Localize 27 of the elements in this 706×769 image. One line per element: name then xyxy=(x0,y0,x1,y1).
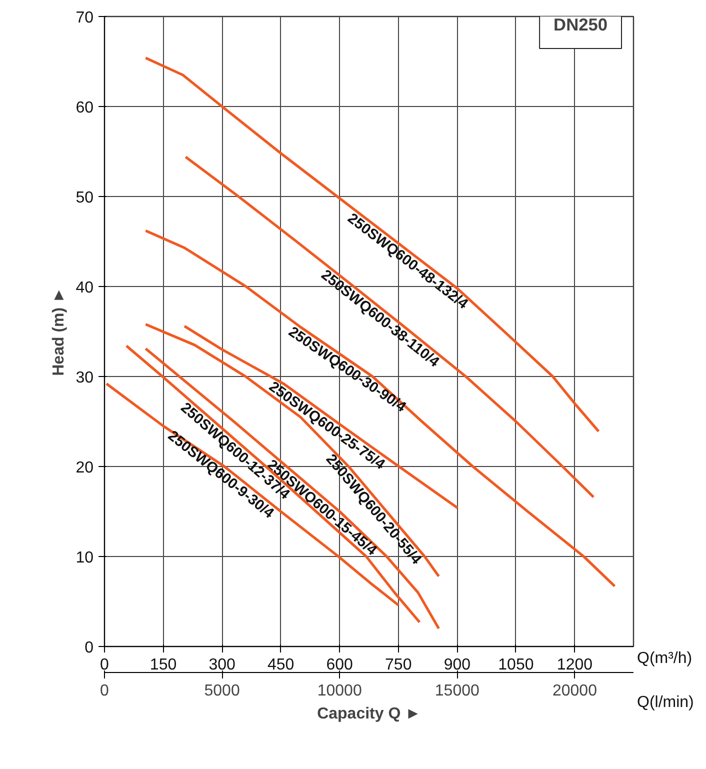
y-tick-label: 70 xyxy=(76,10,94,26)
x-tick-label: 450 xyxy=(267,656,294,674)
chart-title: DN250 xyxy=(554,14,608,34)
y-tick-label: 10 xyxy=(76,550,94,566)
x-tick-label: 750 xyxy=(385,656,412,674)
y-tick-label: 40 xyxy=(76,280,94,296)
x-tick-label: 0 xyxy=(100,656,110,674)
x2-tick-label: 5000 xyxy=(204,682,240,700)
x2-tick-label: 0 xyxy=(100,682,110,700)
x2-tick-label: 15000 xyxy=(434,682,480,700)
text: Capacity Q ► xyxy=(317,706,421,722)
x-tick-label: 900 xyxy=(444,656,471,674)
x2-tick-label: 20000 xyxy=(552,682,598,700)
x2-axis-title: Q(l/min) xyxy=(637,693,694,713)
x-tick-label: 1050 xyxy=(498,656,534,674)
x-tick-label: 300 xyxy=(208,656,236,674)
x-tick-label: 600 xyxy=(326,656,354,674)
y-tick-label: 0 xyxy=(84,640,94,656)
y-tick-label: 60 xyxy=(76,100,94,116)
y-axis-title: Head (m) ► xyxy=(50,287,68,376)
y-tick-label: 20 xyxy=(76,460,94,476)
y-tick-label: 50 xyxy=(76,190,94,206)
y-tick-label: 30 xyxy=(76,370,94,386)
x-axis-title: Q(m³/h) xyxy=(637,649,692,669)
x2-tick-label: 10000 xyxy=(317,682,362,700)
x-tick-label: 1200 xyxy=(556,656,593,674)
x-tick-label: 150 xyxy=(150,656,177,674)
